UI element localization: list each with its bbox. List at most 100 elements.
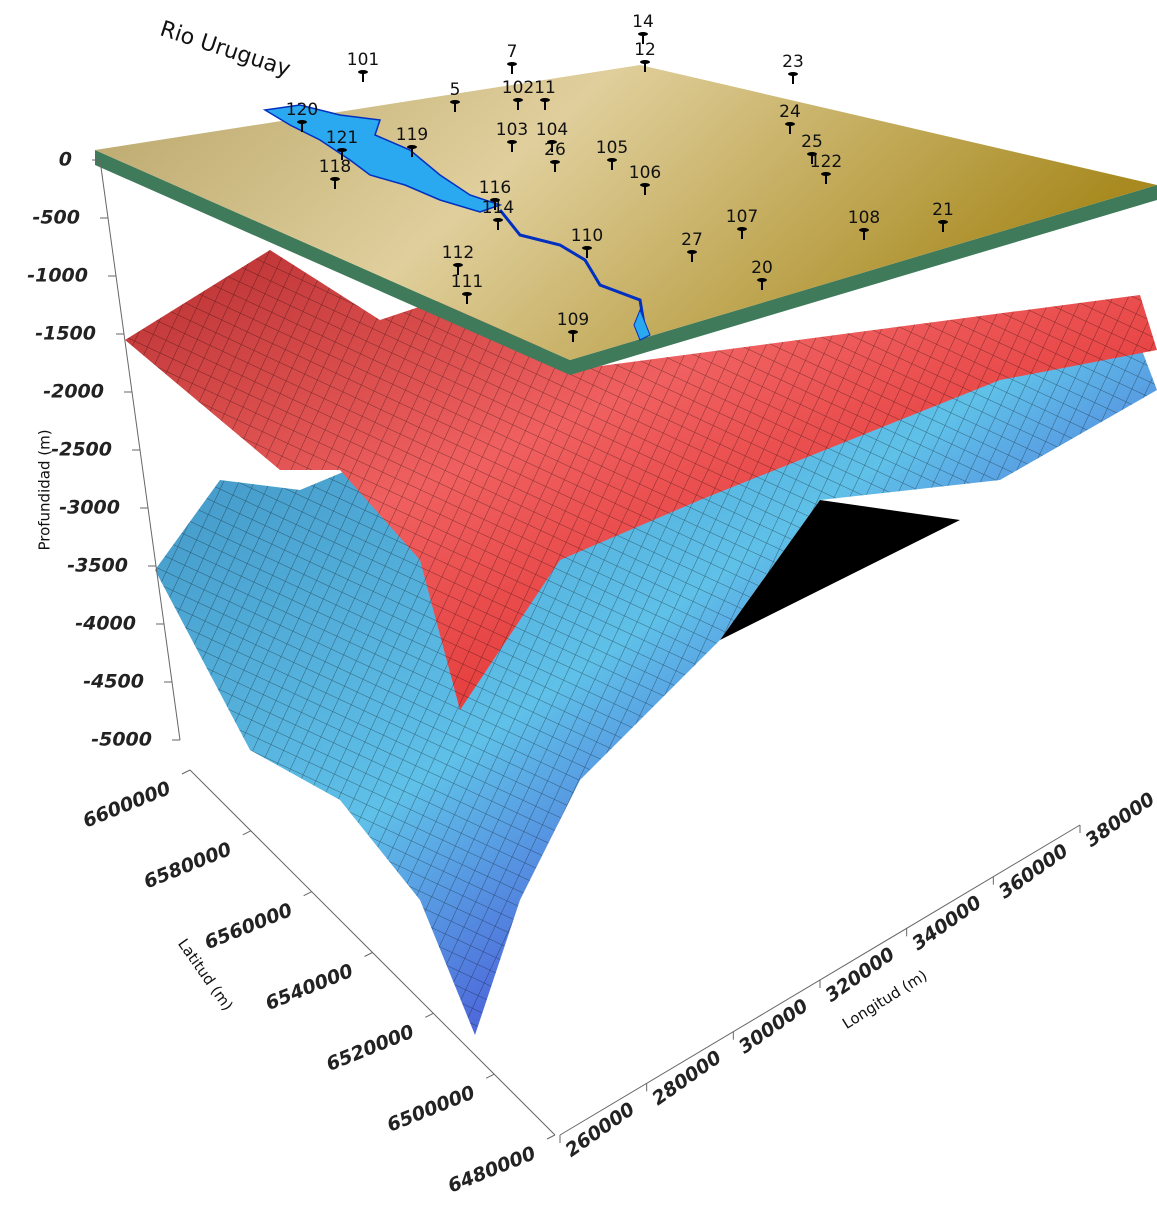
y-tick xyxy=(181,769,191,775)
well-head xyxy=(859,228,869,232)
z-tick-label: -4500 xyxy=(83,671,144,693)
well-label: 27 xyxy=(681,230,703,250)
well-head xyxy=(582,246,592,250)
well-label: 26 xyxy=(544,140,566,160)
y-tick xyxy=(425,1012,434,1018)
well-label: 25 xyxy=(801,132,823,152)
well-label: 5 xyxy=(450,80,461,100)
well-head xyxy=(513,98,523,102)
x-tick-label: 380000 xyxy=(1081,788,1157,852)
y-tick-label: 6540000 xyxy=(262,960,356,1015)
x-tick-label: 360000 xyxy=(995,840,1073,904)
well-head xyxy=(737,227,747,231)
river xyxy=(262,104,503,213)
y-tick xyxy=(303,891,312,897)
well-head xyxy=(490,198,500,202)
well-label: 106 xyxy=(629,163,661,183)
well-head xyxy=(297,120,307,124)
red-mesh xyxy=(125,250,1157,710)
well-label: 23 xyxy=(782,52,804,72)
well-head xyxy=(450,100,460,104)
well-head xyxy=(607,158,617,162)
well-head xyxy=(638,32,648,36)
well-label: 14 xyxy=(632,12,654,32)
green-layer xyxy=(95,150,1157,375)
z-tick-label: -1000 xyxy=(27,265,88,287)
well-head xyxy=(788,72,798,76)
well-head xyxy=(407,145,417,149)
well-head xyxy=(358,70,368,74)
well-label: 116 xyxy=(479,178,511,198)
well-label: 21 xyxy=(932,200,954,220)
y-tick-label: 6500000 xyxy=(384,1082,478,1137)
x-tick-label: 260000 xyxy=(561,1098,639,1162)
river-channel xyxy=(498,209,647,331)
well-label: 110 xyxy=(571,226,603,246)
well-label: 105 xyxy=(596,138,628,158)
y-tick xyxy=(485,1073,495,1079)
well-head xyxy=(938,220,948,224)
x-tick-label: 280000 xyxy=(648,1046,726,1110)
well-head xyxy=(493,218,503,222)
well-label: 104 xyxy=(536,120,568,140)
well-head xyxy=(640,60,650,64)
y-tick xyxy=(364,952,373,957)
well-head xyxy=(330,177,340,181)
y-axis-title: Latitud (m) xyxy=(174,935,237,1014)
z-tick-label: -1500 xyxy=(35,323,96,345)
well-label: 7 xyxy=(507,42,518,62)
z-tick-label: -3500 xyxy=(67,555,128,577)
well-label: 12 xyxy=(634,40,656,60)
x-tick-label: 300000 xyxy=(735,995,813,1059)
well-label: 20 xyxy=(751,258,773,278)
shadow xyxy=(720,500,960,640)
well-label: 114 xyxy=(482,198,514,218)
well-head xyxy=(785,122,795,126)
well-head xyxy=(547,140,557,144)
well-head xyxy=(453,263,463,267)
well-label: 118 xyxy=(319,157,351,177)
well-head xyxy=(687,250,697,254)
y-tick-label: 6580000 xyxy=(141,838,235,893)
z-axis-title: Profundidad (m) xyxy=(36,429,54,550)
surfaces xyxy=(95,65,1157,1035)
well-head xyxy=(550,160,560,164)
well-label: 108 xyxy=(848,208,880,228)
z-tick-label: -5000 xyxy=(91,729,152,751)
y-tick-label: 6480000 xyxy=(445,1142,539,1197)
well-label: 112 xyxy=(442,243,474,263)
well-label: 109 xyxy=(557,310,589,330)
z-tick-label: -4000 xyxy=(75,613,136,635)
well-label: 119 xyxy=(396,125,428,145)
wells: 14 12 101 7 23 102 11 5 120 24 103 104 121 119 26 105 25… xyxy=(286,12,954,342)
z-tick-label: -500 xyxy=(32,207,80,229)
well-head xyxy=(821,172,831,176)
well-label: 111 xyxy=(451,272,483,292)
well-label: 103 xyxy=(496,120,528,140)
well-head xyxy=(337,148,347,152)
z-tick-label: 0 xyxy=(59,149,72,171)
well-label: 101 xyxy=(347,50,379,70)
x-tick-label: 340000 xyxy=(908,891,986,955)
z-tick-label: -2500 xyxy=(51,439,112,461)
well-label: 107 xyxy=(726,207,758,227)
well-head xyxy=(507,62,517,66)
well-head xyxy=(757,278,767,282)
y-tick-label: 6520000 xyxy=(323,1021,417,1076)
y-tick-label: 6560000 xyxy=(202,899,296,954)
y-tick xyxy=(242,830,252,836)
y-tick-label: 6600000 xyxy=(80,777,174,832)
well-head xyxy=(462,292,472,296)
well-head xyxy=(568,330,578,334)
well-label: 102 xyxy=(502,78,534,98)
well-head xyxy=(640,183,650,187)
z-tick-label: -3000 xyxy=(59,497,120,519)
well-label: 121 xyxy=(326,128,358,148)
well-head xyxy=(507,140,517,144)
y-tick xyxy=(546,1134,556,1140)
well-label: 24 xyxy=(779,102,801,122)
well-label: 120 xyxy=(286,100,318,120)
well-head xyxy=(540,98,550,102)
z-tick-label: -2000 xyxy=(43,381,104,403)
